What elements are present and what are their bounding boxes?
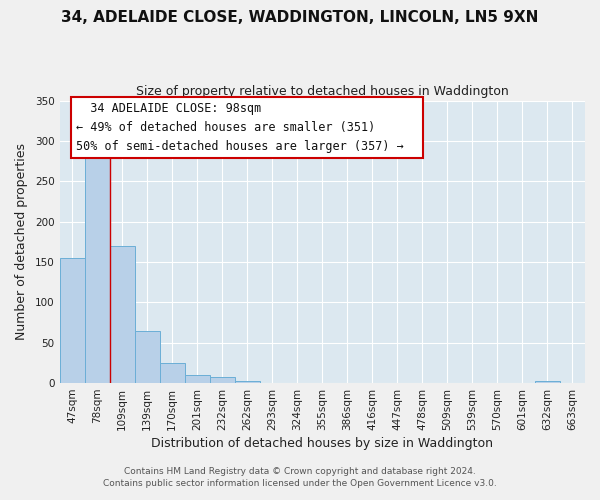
Bar xyxy=(185,375,209,383)
Y-axis label: Number of detached properties: Number of detached properties xyxy=(15,144,28,340)
Bar xyxy=(209,376,235,383)
Text: Contains HM Land Registry data © Crown copyright and database right 2024.: Contains HM Land Registry data © Crown c… xyxy=(124,467,476,476)
Bar xyxy=(134,330,160,383)
Text: Contains public sector information licensed under the Open Government Licence v3: Contains public sector information licen… xyxy=(103,478,497,488)
Bar xyxy=(110,246,134,383)
Bar xyxy=(535,380,560,383)
Text: 34 ADELAIDE CLOSE: 98sqm
← 49% of detached houses are smaller (351)
50% of semi-: 34 ADELAIDE CLOSE: 98sqm ← 49% of detach… xyxy=(76,102,418,153)
Title: Size of property relative to detached houses in Waddington: Size of property relative to detached ho… xyxy=(136,85,509,98)
Bar xyxy=(85,153,110,383)
Bar xyxy=(160,363,185,383)
Bar xyxy=(59,258,85,383)
Text: 34, ADELAIDE CLOSE, WADDINGTON, LINCOLN, LN5 9XN: 34, ADELAIDE CLOSE, WADDINGTON, LINCOLN,… xyxy=(61,10,539,25)
X-axis label: Distribution of detached houses by size in Waddington: Distribution of detached houses by size … xyxy=(151,437,493,450)
Bar xyxy=(235,380,260,383)
